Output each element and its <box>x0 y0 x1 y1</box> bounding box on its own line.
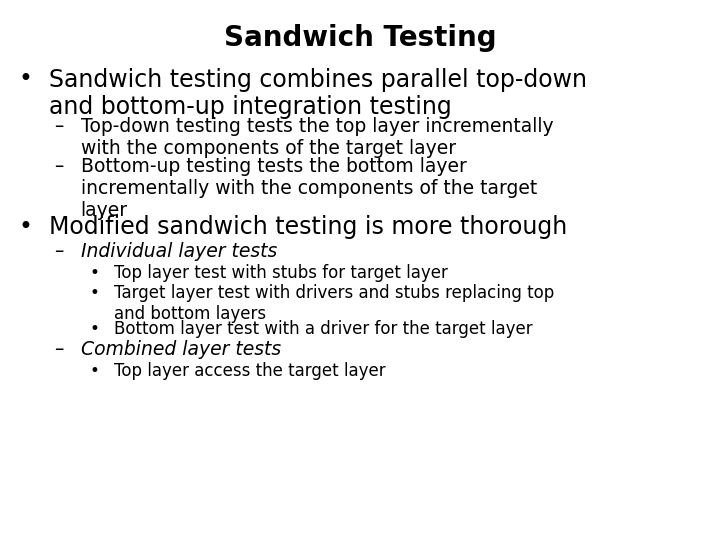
Text: Bottom layer test with a driver for the target layer: Bottom layer test with a driver for the … <box>114 320 532 338</box>
Text: Sandwich Testing: Sandwich Testing <box>224 24 496 52</box>
Text: Combined layer tests: Combined layer tests <box>81 340 281 359</box>
Text: Top layer test with stubs for target layer: Top layer test with stubs for target lay… <box>114 264 448 282</box>
Text: •: • <box>90 320 100 338</box>
Text: •: • <box>90 264 100 282</box>
Text: –: – <box>54 157 63 176</box>
Text: –: – <box>54 241 63 261</box>
Text: •: • <box>18 215 32 239</box>
Text: –: – <box>54 117 63 136</box>
Text: Top-down testing tests the top layer incrementally
with the components of the ta: Top-down testing tests the top layer inc… <box>81 117 553 158</box>
Text: •: • <box>90 284 100 302</box>
Text: •: • <box>90 362 100 380</box>
Text: Target layer test with drivers and stubs replacing top
and bottom layers: Target layer test with drivers and stubs… <box>114 284 554 323</box>
Text: Top layer access the target layer: Top layer access the target layer <box>114 362 385 380</box>
Text: •: • <box>18 68 32 91</box>
Text: Modified sandwich testing is more thorough: Modified sandwich testing is more thorou… <box>49 215 567 239</box>
Text: Individual layer tests: Individual layer tests <box>81 241 277 261</box>
Text: Sandwich testing combines parallel top-down
and bottom-up integration testing: Sandwich testing combines parallel top-d… <box>49 68 587 119</box>
Text: Bottom-up testing tests the bottom layer
incrementally with the components of th: Bottom-up testing tests the bottom layer… <box>81 157 537 220</box>
Text: –: – <box>54 340 63 359</box>
